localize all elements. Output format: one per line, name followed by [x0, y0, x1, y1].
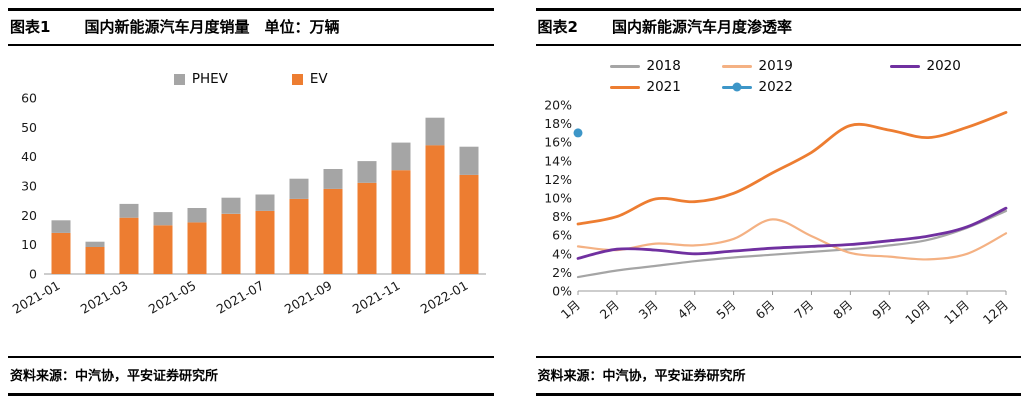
svg-text:9月: 9月 [869, 297, 894, 322]
svg-text:2021-01: 2021-01 [10, 278, 63, 317]
legend-item-PHEV: PHEV [173, 70, 228, 88]
svg-text:2021-03: 2021-03 [78, 278, 131, 317]
svg-text:50: 50 [21, 120, 37, 135]
legend-swatch-2019 [721, 64, 752, 68]
panel-nev-penetration-rate: 图表2 国内新能源汽车月度渗透率 2018 2019 2020 2021 2022 0%… [535, 8, 1022, 396]
svg-text:2月: 2月 [596, 297, 621, 322]
svg-text:0: 0 [29, 267, 37, 282]
legend-swatch-2020 [889, 64, 920, 68]
svg-text:2021-07: 2021-07 [214, 278, 267, 317]
legend-label-2020: 2020 [926, 58, 961, 74]
svg-text:12月: 12月 [979, 297, 1010, 327]
svg-text:60: 60 [21, 92, 37, 106]
legend-item-2018: 2018 [609, 58, 722, 74]
svg-text:20: 20 [21, 208, 37, 223]
svg-text:30: 30 [21, 179, 37, 194]
svg-text:10%: 10% [544, 191, 572, 206]
svg-text:18%: 18% [544, 116, 572, 131]
svg-text:8月: 8月 [830, 297, 855, 322]
legend-swatch-2022 [721, 82, 752, 92]
figure-tag: 图表1 [10, 18, 51, 36]
legend-item-2021: 2021 [609, 79, 722, 95]
panel-nev-monthly-sales: 图表1 国内新能源汽车月度销量 单位：万辆 PHEV EV 0 10 20 30 40 50… [8, 8, 494, 396]
svg-text:2022-01: 2022-01 [418, 278, 471, 317]
panel-header: 图表2 国内新能源汽车月度渗透率 [535, 8, 1021, 46]
legend-label-PHEV: PHEV [191, 71, 228, 87]
source-text: 资料来源：中汽协，平安证券研究所 [537, 369, 746, 384]
svg-text:0%: 0% [552, 284, 572, 299]
legend-item-EV: EV [291, 70, 328, 88]
svg-text:8%: 8% [552, 209, 572, 224]
legend-label-2018: 2018 [646, 58, 681, 74]
bar-chart-nev-sales: 0 10 20 30 40 50 60 2021-01 2021-03 2021-05 2021-0… [10, 91, 492, 324]
source-note: 资料来源：中汽协，平安证券研究所 [8, 356, 494, 396]
legend-swatch-2018 [609, 64, 640, 68]
svg-text:3月: 3月 [635, 297, 660, 322]
svg-text:7月: 7月 [791, 297, 816, 322]
line-chart-legend: 2018 2019 2020 2021 2022 [609, 58, 1020, 95]
svg-text:4%: 4% [552, 246, 572, 261]
svg-text:2%: 2% [552, 265, 572, 280]
legend-label-2019: 2019 [758, 58, 793, 74]
legend-item-2019: 2019 [721, 58, 890, 74]
legend-marker-dot [732, 82, 741, 92]
svg-text:6月: 6月 [752, 297, 777, 322]
svg-text:14%: 14% [544, 153, 572, 168]
legend-label-EV: EV [309, 71, 328, 87]
svg-text:10月: 10月 [902, 297, 933, 327]
svg-text:6%: 6% [552, 228, 572, 243]
legend-swatch-PHEV [173, 73, 185, 85]
legend-swatch-2021 [609, 85, 640, 89]
bar-chart-legend: PHEV EV [10, 70, 492, 88]
svg-text:10: 10 [21, 237, 37, 252]
legend-label-2022: 2022 [758, 79, 793, 95]
legend-swatch-EV [291, 73, 303, 85]
svg-text:11月: 11月 [940, 297, 971, 327]
svg-text:40: 40 [21, 149, 37, 164]
panel-header: 图表1 国内新能源汽车月度销量 单位：万辆 [8, 8, 494, 46]
svg-text:2021-09: 2021-09 [282, 278, 335, 317]
svg-text:5月: 5月 [713, 297, 738, 322]
source-note: 资料来源：中汽协，平安证券研究所 [535, 356, 1021, 396]
chart-area: PHEV EV 0 10 20 30 40 50 60 2021-01 2021-03 2021-0… [8, 46, 494, 324]
svg-text:12%: 12% [544, 172, 572, 187]
svg-text:1月: 1月 [557, 297, 582, 322]
figure-title: 国内新能源汽车月度渗透率 [611, 18, 792, 36]
svg-text:2021-11: 2021-11 [350, 278, 403, 317]
legend-item-2022: 2022 [721, 79, 890, 95]
figure-tag: 图表2 [537, 18, 578, 36]
svg-text:2021-05: 2021-05 [146, 278, 199, 317]
svg-text:20%: 20% [544, 98, 572, 113]
line-chart-svg: 0% 2% 4% 6% 8% 10% 12% 14% 16% 18% 20% 1月 2月 3月 4月 5月 6月… [544, 98, 1011, 328]
svg-text:16%: 16% [544, 135, 572, 150]
legend-label-2021: 2021 [646, 79, 681, 95]
line-chart-penetration: 0% 2% 4% 6% 8% 10% 12% 14% 16% 18% 20% 1月 2月 3月 4月 5月 6月… [538, 97, 1020, 337]
bar-chart-svg: 0 10 20 30 40 50 60 2021-01 2021-03 2021-05 2021-0… [10, 91, 486, 317]
svg-text:4月: 4月 [674, 297, 699, 322]
source-text: 资料来源：中汽协，平安证券研究所 [10, 369, 219, 384]
figure-title: 国内新能源汽车月度销量 单位：万辆 [84, 18, 340, 36]
legend-item-2020: 2020 [889, 58, 1020, 74]
chart-area: 2018 2019 2020 2021 2022 0% 2% 4% 6% 8% 10% 12% 14%… [536, 46, 1022, 337]
